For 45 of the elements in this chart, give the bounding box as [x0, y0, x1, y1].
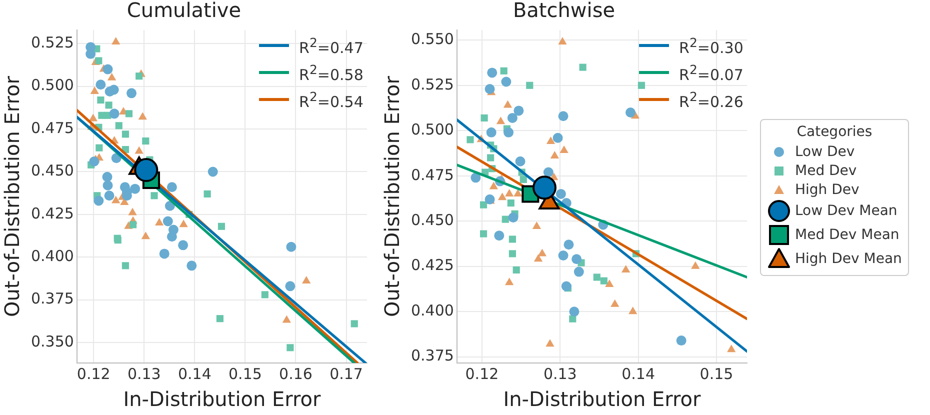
y-tick-label: 0.425: [30, 204, 74, 222]
legend-label: Med Dev: [795, 162, 857, 178]
legend-label: High Dev Mean: [795, 251, 902, 267]
legend-label: Low Dev: [795, 144, 855, 160]
y-tick-label: 0.350: [30, 332, 74, 350]
legend-label: R$^{2}$=0.30: [679, 34, 744, 59]
x-tick-label: 0.17: [330, 364, 363, 383]
y-tick-label: 0.525: [410, 75, 454, 94]
legend-label: R$^{2}$=0.58: [299, 61, 364, 86]
x-axis-title: In-Distribution Error: [503, 387, 702, 412]
legend-label: R$^{2}$=0.47: [299, 34, 364, 59]
chart-title: Batchwise: [512, 0, 616, 22]
y-tick-label: 0.425: [410, 256, 454, 274]
x-axis-title: In-Distribution Error: [123, 387, 322, 412]
y-tick-label: 0.400: [410, 301, 454, 320]
legend-label: Med Dev Mean: [795, 227, 900, 243]
y-tick-label: 0.400: [30, 247, 74, 266]
legend-label: R$^{2}$=0.54: [299, 88, 364, 113]
chart-title: Cumulative: [126, 0, 242, 22]
legend-label: High Dev: [795, 182, 860, 198]
legend-label: R$^{2}$=0.26: [679, 88, 744, 113]
y-tick-label: 0.500: [30, 76, 74, 94]
x-tick-label: 0.15: [228, 364, 262, 383]
x-tick-label: 0.12: [76, 364, 110, 383]
y-tick-label: 0.525: [30, 34, 74, 52]
y-tick-label: 0.550: [410, 30, 454, 48]
y-tick-label: 0.375: [30, 290, 74, 308]
y-tick-label: 0.450: [410, 211, 454, 230]
y-axis-title: Out-of-Distribution Error: [0, 75, 24, 318]
x-tick-label: 0.14: [622, 364, 656, 383]
x-tick-label: 0.14: [178, 364, 212, 383]
y-tick-label: 0.375: [410, 346, 454, 365]
y-tick-label: 0.450: [30, 162, 74, 180]
x-tick-label: 0.13: [127, 364, 161, 383]
legend-label: R$^{2}$=0.07: [679, 61, 744, 86]
x-tick-label: 0.13: [543, 364, 577, 383]
x-tick-label: 0.16: [279, 364, 312, 383]
y-axis-title: Out-of-Distribution Error: [380, 75, 404, 318]
x-tick-label: 0.12: [465, 364, 499, 383]
x-tick-label: 0.15: [700, 364, 734, 383]
legend-label: Low Dev Mean: [795, 203, 898, 219]
y-tick-label: 0.475: [30, 118, 74, 137]
legend-title: Categories: [796, 124, 874, 140]
y-tick-label: 0.475: [410, 166, 454, 184]
y-tick-label: 0.500: [410, 120, 454, 139]
